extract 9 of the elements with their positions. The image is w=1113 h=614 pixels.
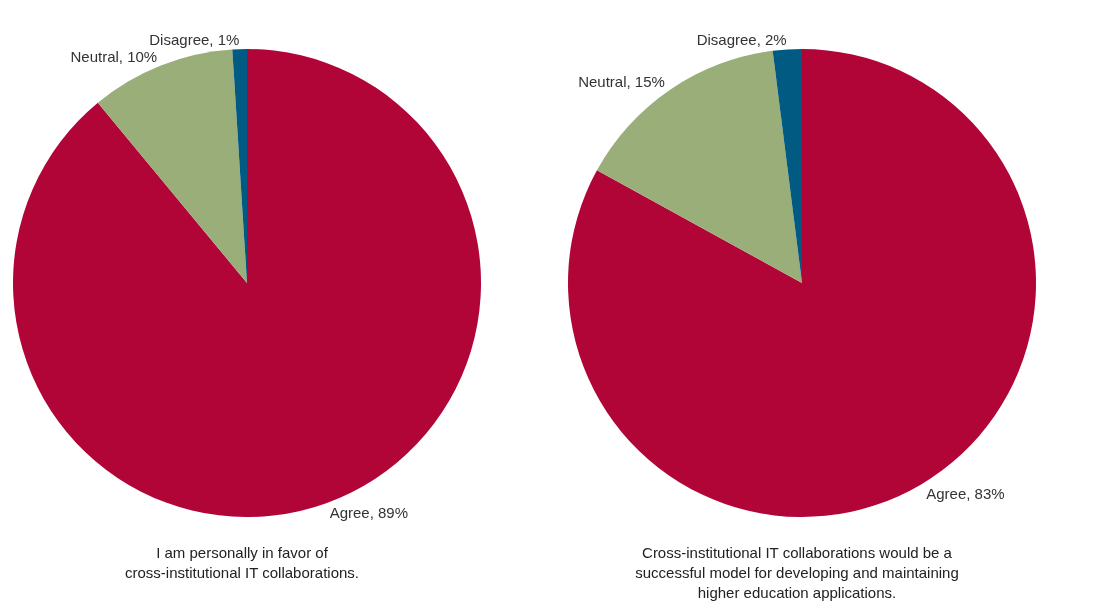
slice-label: Agree, 89% <box>329 504 409 522</box>
text: Cross-institutional IT collaborations would be a successful model for developing and maintaining higher education applications. <box>634 543 960 603</box>
slice-label: Disagree, 2% <box>696 30 787 48</box>
slice-label: Agree, 83% <box>926 484 1005 502</box>
slice-label: Disagree, 1% <box>149 30 240 48</box>
text: I am personally in favor of cross-institutional IT collaborations. <box>124 543 360 583</box>
slice-label: Neutral, 10% <box>70 47 158 65</box>
pie-slice <box>568 49 1036 517</box>
slice-label: Neutral, 15% <box>578 72 665 90</box>
